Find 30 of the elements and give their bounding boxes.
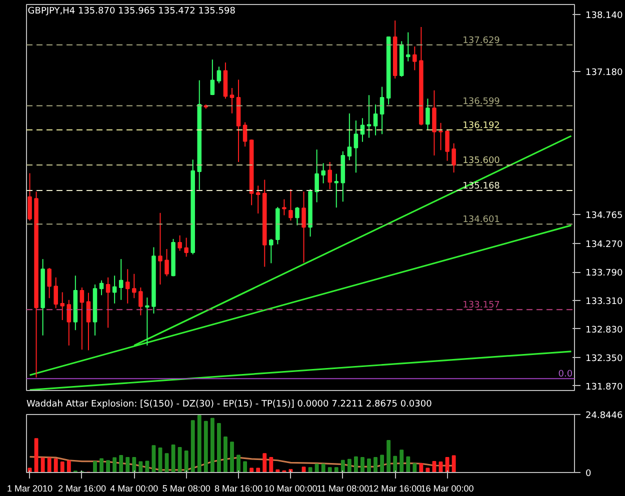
ref-line-label: 137.629: [462, 36, 500, 46]
ref-line-label: 133.157: [462, 300, 500, 311]
ref-line-label: 136.192: [462, 120, 500, 131]
y-tick-label: 134.270: [586, 240, 623, 250]
y-tick-label: 134.765: [586, 210, 623, 221]
ref-line-label: 135.168: [462, 182, 500, 192]
annotation: 0.0: [558, 370, 573, 380]
y-tick-label: 132.830: [586, 325, 623, 336]
x-tick-label: 4 Mar 00:00: [110, 484, 158, 494]
x-tick-label: 16 Mar 00:00: [420, 484, 474, 494]
x-tick-label: 12 Mar 16:00: [368, 484, 422, 494]
y-tick-label: 0: [586, 469, 592, 479]
x-tick-label: 10 Mar 00:00: [264, 484, 318, 494]
y-tick-label: 131.870: [586, 382, 623, 392]
x-tick-label: 5 Mar 08:00: [162, 484, 210, 494]
y-tick-label: 137.180: [586, 68, 623, 78]
chart-title: GBPJPY,H4 135.870 135.965 135.472 135.598: [28, 6, 236, 16]
y-tick-label: 132.350: [586, 354, 623, 364]
x-tick-label: 8 Mar 16:00: [214, 484, 263, 494]
chart-title: Waddah Attar Explosion: [S(150) - DZ(30) - EP(15) - TP(15)] 0.0000 7.2211 2.8675 0.0300: [26, 400, 432, 410]
y-tick-label: 133.790: [586, 268, 623, 279]
ref-line-label: 135.600: [462, 156, 500, 166]
x-tick-label: 11 Mar 08:00: [316, 484, 370, 494]
x-tick-label: 2 Mar 16:00: [58, 484, 106, 494]
ref-line-label: 134.601: [462, 215, 500, 226]
y-tick-label: 138.140: [586, 11, 623, 22]
ref-line-label: 136.599: [462, 96, 500, 107]
x-tick-label: 1 Mar 2010: [7, 484, 53, 494]
y-tick-label: 24.8446: [586, 411, 623, 421]
y-tick-label: 133.310: [586, 297, 623, 308]
